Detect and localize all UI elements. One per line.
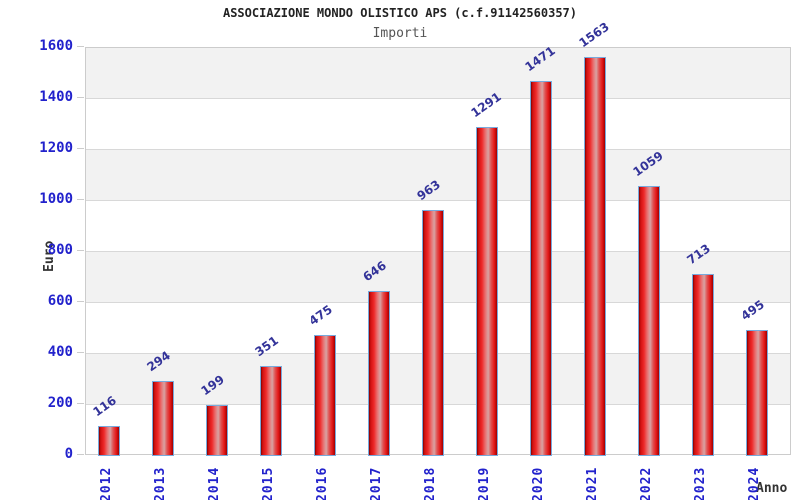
- y-tick-mark: [77, 403, 84, 404]
- bar-2020: [529, 80, 552, 456]
- x-tick-label: 2013: [152, 466, 168, 500]
- bar-2019: [475, 126, 498, 456]
- chart-subtitle: Importi: [372, 26, 428, 41]
- x-tick-label: 2022: [638, 466, 654, 500]
- bar-2016: [313, 334, 336, 456]
- y-tick-label: 800: [47, 242, 73, 258]
- y-tick-mark: [77, 97, 84, 98]
- grid-line: [86, 200, 790, 201]
- bar-2014: [205, 405, 228, 456]
- y-tick-mark: [77, 352, 84, 353]
- x-tick-label: 2016: [314, 466, 330, 500]
- bar-2022: [637, 185, 660, 456]
- grid-line: [86, 149, 790, 150]
- bar-2021: [583, 57, 606, 456]
- grid-line: [86, 98, 790, 99]
- y-tick-mark: [77, 301, 84, 302]
- bar-2013: [151, 381, 174, 456]
- y-tick-label: 1600: [39, 38, 73, 54]
- x-tick-label: 2014: [206, 466, 222, 500]
- y-tick-label: 0: [64, 446, 73, 462]
- y-tick-mark: [77, 454, 84, 455]
- y-tick-label: 1200: [39, 140, 73, 156]
- x-tick-label: 2023: [692, 466, 708, 500]
- y-tick-label: 600: [47, 293, 73, 309]
- chart-title: ASSOCIAZIONE MONDO OLISTICO APS (c.f.911…: [222, 6, 577, 20]
- bar-2018: [421, 210, 444, 456]
- x-axis-title: Anno: [756, 481, 788, 496]
- bar-2015: [259, 366, 282, 456]
- y-tick-label: 200: [47, 395, 73, 411]
- y-tick-mark: [77, 199, 84, 200]
- x-tick-label: 2021: [584, 466, 600, 500]
- x-tick-label: 2018: [422, 466, 438, 500]
- grid-band: [86, 48, 790, 99]
- y-tick-label: 1000: [39, 191, 73, 207]
- grid-band: [86, 99, 790, 150]
- y-tick-mark: [77, 148, 84, 149]
- x-tick-label: 2020: [530, 466, 546, 500]
- bar-2024: [745, 329, 768, 456]
- y-tick-mark: [77, 46, 84, 47]
- y-tick-mark: [77, 250, 84, 251]
- x-tick-label: 2024: [746, 466, 762, 500]
- x-tick-label: 2012: [98, 466, 114, 500]
- grid-band: [86, 150, 790, 201]
- y-tick-label: 1400: [39, 89, 73, 105]
- y-tick-label: 400: [47, 344, 73, 360]
- bar-2012: [97, 426, 120, 456]
- bar-2023: [691, 274, 714, 456]
- bar-2017: [367, 291, 390, 456]
- x-tick-label: 2017: [368, 466, 384, 500]
- x-tick-label: 2019: [476, 466, 492, 500]
- plot-area: [85, 47, 791, 456]
- x-tick-label: 2015: [260, 466, 276, 500]
